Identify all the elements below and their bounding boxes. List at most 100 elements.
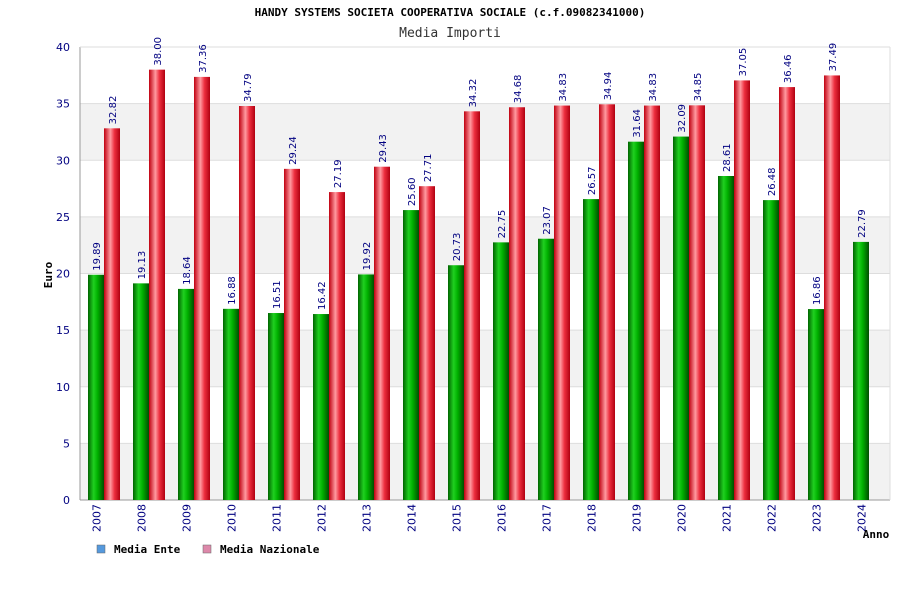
- data-label: 38.00: [153, 37, 164, 66]
- plot-band: [80, 330, 890, 387]
- data-label: 20.73: [452, 233, 463, 262]
- plot-background: [80, 47, 890, 500]
- x-tick-label: 2008: [136, 504, 149, 532]
- data-label: 37.05: [738, 48, 749, 77]
- data-label: 16.42: [317, 281, 328, 310]
- x-tick-label: 2011: [271, 504, 284, 532]
- x-tick-label: 2009: [181, 504, 194, 532]
- bar-media-ente: [763, 200, 779, 500]
- legend-swatch-media-nazionale: [202, 544, 212, 554]
- data-label: 32.82: [108, 96, 119, 125]
- bar-media-nazionale: [734, 80, 750, 500]
- y-tick-label: 5: [63, 437, 70, 450]
- y-tick-label: 15: [56, 324, 70, 337]
- data-label: 28.61: [722, 143, 733, 172]
- bar-media-nazionale: [239, 106, 255, 501]
- plot-band: [80, 160, 890, 217]
- plot-band: [80, 216, 890, 274]
- bar-media-ente: [313, 314, 329, 500]
- value-labels: 19.89 19.13 18.64 16.88 16.51 16.42 19.92 25.60…: [92, 37, 868, 310]
- data-label: 26.48: [767, 167, 778, 196]
- data-label: 19.89: [92, 242, 103, 271]
- chart-subtitle: Media Importi: [399, 26, 501, 41]
- x-tick-label: 2023: [811, 504, 824, 532]
- legend-swatch-media-ente: [96, 544, 106, 554]
- plot-band: [80, 443, 890, 500]
- bar-media-nazionale: [284, 168, 300, 500]
- plot-band: [80, 386, 890, 444]
- x-tick-label: 2024: [856, 504, 869, 532]
- bar-media-nazionale: [644, 105, 660, 501]
- bar-media-nazionale: [824, 75, 840, 500]
- x-tick-label: 2022: [766, 504, 779, 532]
- data-label: 34.68: [513, 75, 524, 104]
- bar-media-nazionale: [464, 111, 480, 501]
- data-label: 32.09: [677, 104, 688, 133]
- bar-media-nazionale: [329, 192, 345, 501]
- data-label: 27.19: [333, 159, 344, 188]
- y-tick-label: 35: [56, 98, 70, 111]
- chart-title: HANDY SYSTEMS SOCIETA COOPERATIVA SOCIAL…: [255, 6, 646, 19]
- data-label: 37.49: [828, 43, 839, 72]
- legend-label-media-ente: Media Ente: [114, 543, 181, 556]
- plot-band: [80, 103, 890, 161]
- bar-media-nazionale: [554, 105, 570, 501]
- data-label: 19.13: [137, 251, 148, 280]
- x-tick-label: 2018: [586, 504, 599, 532]
- bar-media-nazionale: [149, 69, 165, 501]
- bar-media-ente: [853, 241, 869, 500]
- bar-media-ente: [808, 309, 824, 500]
- x-tick-label: 2021: [721, 504, 734, 532]
- x-tick-label: 2010: [226, 504, 239, 532]
- x-tick-label: 2017: [541, 504, 554, 532]
- x-tick-label: 2007: [91, 504, 104, 532]
- x-tick-label: 2020: [676, 504, 689, 532]
- bar-media-ente: [538, 238, 554, 501]
- bar-media-nazionale: [194, 76, 210, 500]
- bar-media-nazionale: [509, 107, 525, 501]
- bars: [88, 69, 869, 501]
- data-label: 29.24: [288, 136, 299, 165]
- y-tick-label: 0: [63, 494, 70, 507]
- bar-media-ente: [178, 288, 194, 500]
- legend: Media Ente Media Nazionale: [96, 543, 320, 556]
- plot-band: [80, 47, 890, 104]
- bar-media-nazionale: [689, 105, 705, 500]
- x-tick-label: 2014: [406, 504, 419, 532]
- data-label: 31.64: [632, 109, 643, 138]
- bar-media-nazionale: [104, 128, 120, 500]
- bar-media-ente: [88, 274, 104, 500]
- data-label: 37.36: [198, 44, 209, 73]
- legend-label-media-nazionale: Media Nazionale: [220, 543, 320, 556]
- bar-media-ente: [448, 265, 464, 500]
- axes: [79, 46, 891, 501]
- x-tick-label: 2019: [631, 504, 644, 532]
- data-label: 34.79: [243, 73, 254, 102]
- bar-media-ente: [718, 175, 734, 500]
- data-label: 18.64: [182, 256, 193, 285]
- data-label: 34.83: [558, 73, 569, 102]
- bar-media-ente: [673, 136, 689, 500]
- bar-media-nazionale: [599, 104, 615, 500]
- data-label: 19.92: [362, 242, 373, 271]
- data-label: 26.57: [587, 166, 598, 195]
- y-tick-label: 40: [56, 41, 70, 54]
- bar-media-nazionale: [419, 186, 435, 500]
- y-tick-label: 20: [56, 268, 70, 281]
- x-tick-label: 2015: [451, 504, 464, 532]
- data-label: 22.75: [497, 210, 508, 239]
- data-label: 16.86: [812, 276, 823, 305]
- data-label: 36.46: [783, 54, 794, 83]
- data-label: 16.51: [272, 280, 283, 309]
- data-label: 34.94: [603, 72, 614, 101]
- bar-media-nazionale: [779, 87, 795, 500]
- y-axis-title: Euro: [42, 261, 55, 288]
- x-axis-title: Anno: [863, 528, 890, 541]
- data-label: 22.79: [857, 209, 868, 238]
- y-tick-label: 10: [56, 381, 70, 394]
- y-tick-label: 25: [56, 211, 70, 224]
- bar-media-ente: [628, 141, 644, 500]
- bar-media-ente: [583, 199, 599, 500]
